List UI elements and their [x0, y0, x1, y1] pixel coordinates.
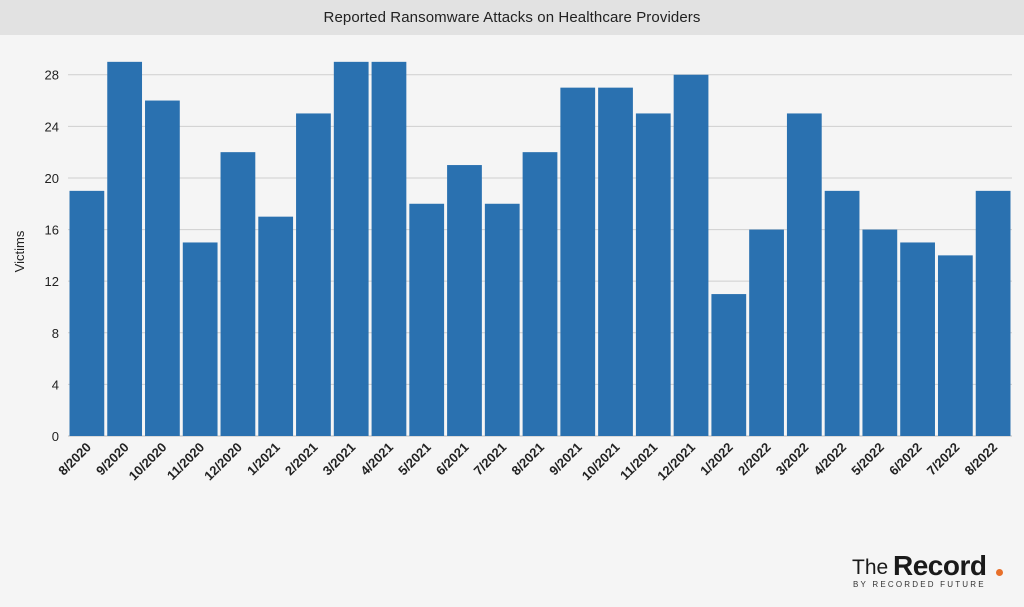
- bar: [711, 294, 747, 436]
- y-tick-label: 4: [52, 377, 59, 392]
- chart-title-bar: Reported Ransomware Attacks on Healthcar…: [0, 0, 1024, 35]
- logo-dot-icon: [996, 569, 1003, 576]
- y-tick-label: 28: [45, 68, 59, 83]
- x-tick-label: 6/2022: [886, 440, 925, 479]
- x-tick-label: 11/2020: [164, 440, 207, 483]
- bar: [371, 61, 407, 436]
- x-tick-label: 7/2022: [924, 440, 963, 479]
- x-tick-label: 10/2021: [579, 440, 623, 484]
- x-tick-label: 2/2021: [282, 440, 321, 479]
- y-tick-label: 8: [52, 326, 59, 341]
- x-tick-label: 1/2022: [697, 440, 736, 479]
- bar: [598, 87, 633, 436]
- logo-the-text: The: [852, 556, 889, 579]
- bar: [635, 113, 671, 436]
- x-tick-label: 12/2020: [201, 440, 245, 484]
- bar: [862, 229, 898, 436]
- x-tick-label: 4/2022: [810, 440, 849, 479]
- bar: [145, 100, 180, 436]
- bar: [824, 190, 860, 436]
- x-tick-label: 5/2022: [848, 440, 887, 479]
- y-tick-label: 0: [52, 429, 59, 444]
- bar: [107, 61, 143, 436]
- bar: [258, 216, 294, 436]
- x-tick-label: 8/2020: [55, 440, 94, 479]
- y-tick-label: 12: [45, 274, 59, 289]
- x-tick-label: 10/2020: [126, 440, 170, 484]
- x-tick-label: 7/2021: [471, 440, 510, 479]
- bar: [220, 152, 256, 436]
- bar: [786, 113, 822, 436]
- bar: [409, 203, 445, 436]
- bar: [522, 152, 558, 436]
- bar: [975, 190, 1011, 436]
- y-axis-label: Victims: [12, 230, 27, 272]
- bar: [447, 165, 482, 436]
- x-tick-label: 11/2021: [617, 440, 660, 483]
- bar: [900, 242, 935, 436]
- x-tick-label: 2/2022: [735, 440, 774, 479]
- the-record-logo: The Record BY RECORDED FUTURE: [852, 550, 1012, 590]
- logo-record-text: Record: [893, 550, 987, 581]
- bar: [296, 113, 331, 436]
- x-tick-label: 5/2021: [395, 440, 434, 479]
- x-tick-label: 8/2021: [508, 440, 547, 479]
- bar: [673, 74, 709, 436]
- bar: [69, 190, 105, 436]
- x-tick-label: 12/2021: [654, 440, 698, 484]
- logo-subtitle: BY RECORDED FUTURE: [853, 580, 986, 589]
- x-tick-label: 8/2022: [962, 440, 1001, 479]
- bar: [560, 87, 596, 436]
- bar: [749, 229, 784, 436]
- bar: [937, 255, 973, 436]
- y-tick-label: 20: [45, 171, 59, 186]
- bar: [333, 61, 369, 436]
- x-tick-label: 3/2021: [320, 440, 359, 479]
- bar: [182, 242, 218, 436]
- bar: [484, 203, 520, 436]
- chart-title: Reported Ransomware Attacks on Healthcar…: [323, 9, 701, 26]
- x-tick-label: 1/2021: [244, 440, 283, 479]
- x-tick-label: 4/2021: [357, 440, 396, 479]
- y-tick-label: 16: [45, 223, 59, 238]
- y-tick-label: 24: [45, 119, 59, 134]
- x-tick-label: 6/2021: [433, 440, 472, 479]
- x-tick-label: 3/2022: [773, 440, 812, 479]
